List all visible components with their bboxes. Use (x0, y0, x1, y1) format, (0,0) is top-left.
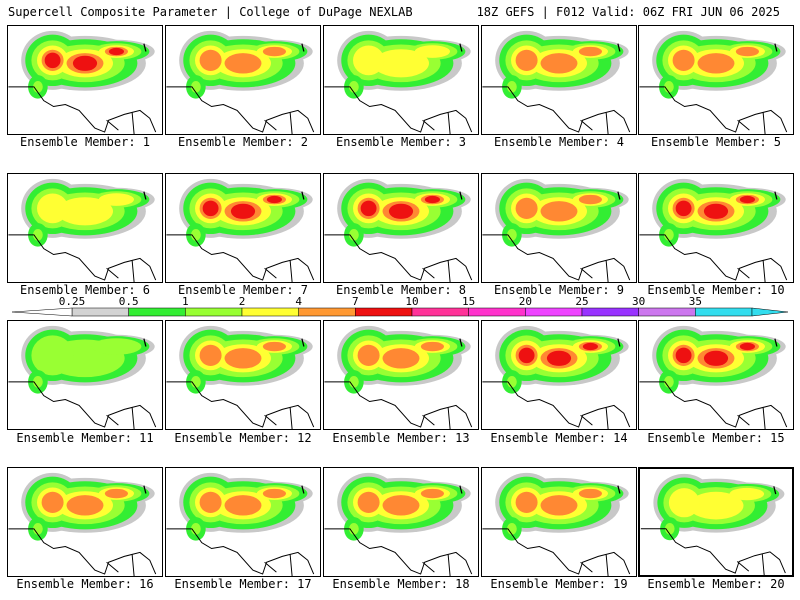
map-plot (639, 325, 788, 429)
member-caption: Ensemble Member: 17 (174, 577, 312, 591)
map-plot (166, 178, 315, 282)
run-info: 18Z GEFS | F012 Valid: 06Z FRI JUN 06 20… (476, 5, 780, 19)
map-plot (8, 30, 157, 134)
colorbar-swatch (695, 307, 753, 317)
colorbar-tick-label: 20 (519, 296, 532, 308)
map-plot (324, 30, 473, 134)
page-title: Supercell Composite Parameter | College … (8, 5, 413, 19)
member-map-2[interactable] (165, 25, 321, 135)
colorbar-tick-label: 0.5 (119, 296, 139, 308)
map-plot (482, 325, 631, 429)
member-map-16[interactable] (7, 467, 163, 577)
colorbar-low-arrow (12, 307, 73, 317)
colorbar-swatch (71, 307, 129, 317)
member-caption: Ensemble Member: 6 (19, 283, 151, 297)
member-map-11[interactable] (7, 320, 163, 430)
map-plot (482, 30, 631, 134)
colorbar-swatch (298, 307, 356, 317)
member-map-6[interactable] (7, 173, 163, 283)
member-caption: Ensemble Member: 19 (490, 577, 628, 591)
member-map-5[interactable] (638, 25, 794, 135)
member-map-14[interactable] (481, 320, 637, 430)
colorbar-swatch (581, 307, 639, 317)
map-plot (324, 472, 473, 576)
map-plot (639, 178, 788, 282)
member-map-9[interactable] (481, 173, 637, 283)
member-caption: Ensemble Member: 5 (650, 135, 782, 149)
member-caption: Ensemble Member: 4 (493, 135, 625, 149)
colorbar-swatch (128, 307, 186, 317)
member-caption: Ensemble Member: 7 (177, 283, 309, 297)
colorbar-swatch (241, 307, 299, 317)
member-caption: Ensemble Member: 12 (174, 431, 312, 445)
colorbar-swatch (355, 307, 413, 317)
colorbar-tick-label: 0.25 (59, 296, 86, 308)
colorbar-tick-label: 4 (295, 296, 302, 308)
colorbar-tick-label: 15 (462, 296, 475, 308)
member-caption: Ensemble Member: 13 (332, 431, 470, 445)
colorbar-swatch (185, 307, 243, 317)
colorbar-tick-label: 2 (239, 296, 246, 308)
colorbar-swatch (638, 307, 696, 317)
map-plot (8, 472, 157, 576)
map-plot (166, 30, 315, 134)
member-caption: Ensemble Member: 10 (647, 283, 785, 297)
colorbar-tick-label: 10 (405, 296, 418, 308)
member-caption: Ensemble Member: 11 (16, 431, 154, 445)
colorbar-tick-label: 1 (182, 296, 189, 308)
member-map-4[interactable] (481, 25, 637, 135)
colorbar-tick-label: 30 (632, 296, 645, 308)
member-caption: Ensemble Member: 18 (332, 577, 470, 591)
member-map-15[interactable] (638, 320, 794, 430)
colorbar-tick-label: 25 (575, 296, 588, 308)
member-caption: Ensemble Member: 1 (19, 135, 151, 149)
member-map-18[interactable] (323, 467, 479, 577)
colorbar-swatch (411, 307, 469, 317)
member-map-3[interactable] (323, 25, 479, 135)
member-map-13[interactable] (323, 320, 479, 430)
member-map-10[interactable] (638, 173, 794, 283)
colorbar-high-arrow (751, 307, 788, 317)
map-plot (166, 472, 315, 576)
member-caption: Ensemble Member: 8 (335, 283, 467, 297)
map-plot (8, 178, 157, 282)
colorbar-tick-label: 7 (352, 296, 359, 308)
member-caption: Ensemble Member: 9 (493, 283, 625, 297)
member-caption: Ensemble Member: 14 (490, 431, 628, 445)
member-caption: Ensemble Member: 20 (647, 577, 785, 591)
map-plot (482, 472, 631, 576)
map-plot (640, 473, 786, 575)
member-map-19[interactable] (481, 467, 637, 577)
member-caption: Ensemble Member: 3 (335, 135, 467, 149)
map-plot (166, 325, 315, 429)
member-map-17[interactable] (165, 467, 321, 577)
member-caption: Ensemble Member: 15 (647, 431, 785, 445)
map-plot (324, 325, 473, 429)
colorbar: 0.25 0.5 1 2 4 7 10 15 20 25 30 35 (12, 296, 788, 317)
member-caption: Ensemble Member: 16 (16, 577, 154, 591)
member-caption: Ensemble Member: 2 (177, 135, 309, 149)
map-plot (324, 178, 473, 282)
map-plot (8, 325, 157, 429)
colorbar-swatch (525, 307, 583, 317)
member-map-20[interactable] (638, 467, 794, 577)
member-map-1[interactable] (7, 25, 163, 135)
member-map-7[interactable] (165, 173, 321, 283)
colorbar-swatch (468, 307, 526, 317)
member-map-8[interactable] (323, 173, 479, 283)
colorbar-tick-label: 35 (689, 296, 702, 308)
member-map-12[interactable] (165, 320, 321, 430)
map-plot (482, 178, 631, 282)
map-plot (639, 30, 788, 134)
